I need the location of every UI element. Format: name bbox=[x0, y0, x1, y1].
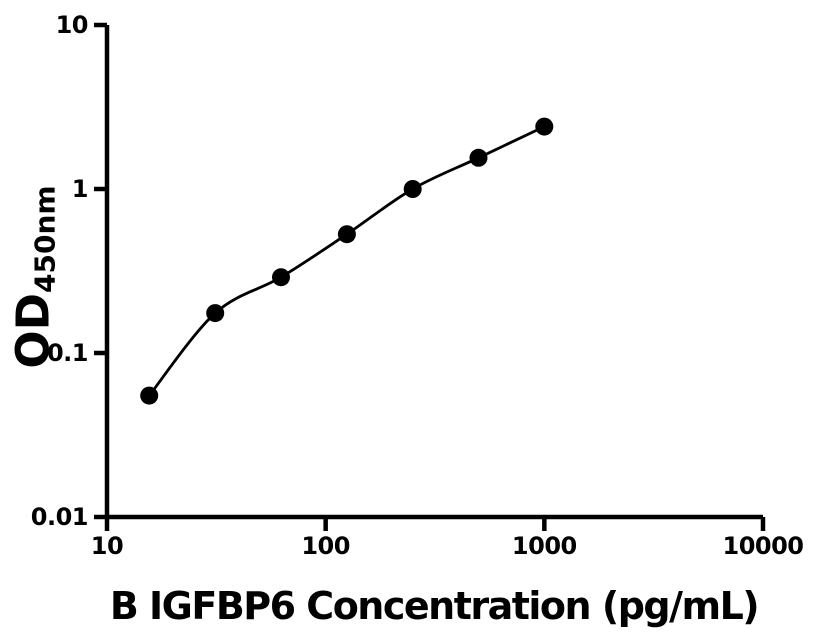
axes-frame bbox=[104, 25, 763, 520]
y-tick-label-0-01: 0.01 bbox=[30, 503, 89, 531]
x-tick-label-1000: 1000 bbox=[511, 532, 577, 560]
y-axis-label-text: OD bbox=[6, 292, 60, 369]
data-point bbox=[272, 268, 290, 287]
fit-curve bbox=[148, 125, 545, 397]
data-point bbox=[206, 304, 225, 323]
data-point bbox=[337, 225, 356, 244]
data-point bbox=[535, 117, 554, 136]
y-axis-label-subscript: 450nm bbox=[28, 185, 62, 293]
y-axis-label: OD450nm bbox=[7, 185, 62, 368]
x-tick-label-10: 10 bbox=[90, 532, 124, 560]
x-tick-label-100: 100 bbox=[301, 532, 350, 560]
x-tick-label-10000: 10000 bbox=[722, 532, 805, 560]
y-tick-label-10: 10 bbox=[55, 11, 89, 39]
data-point bbox=[140, 386, 159, 405]
y-tick-label-1: 1 bbox=[71, 175, 89, 203]
data-point bbox=[469, 148, 488, 167]
data-point bbox=[403, 180, 422, 198]
x-axis-title: B IGFBP6 Concentration (pg/mL) bbox=[109, 584, 760, 628]
y-tick-label-0-1: 0.1 bbox=[46, 339, 89, 367]
